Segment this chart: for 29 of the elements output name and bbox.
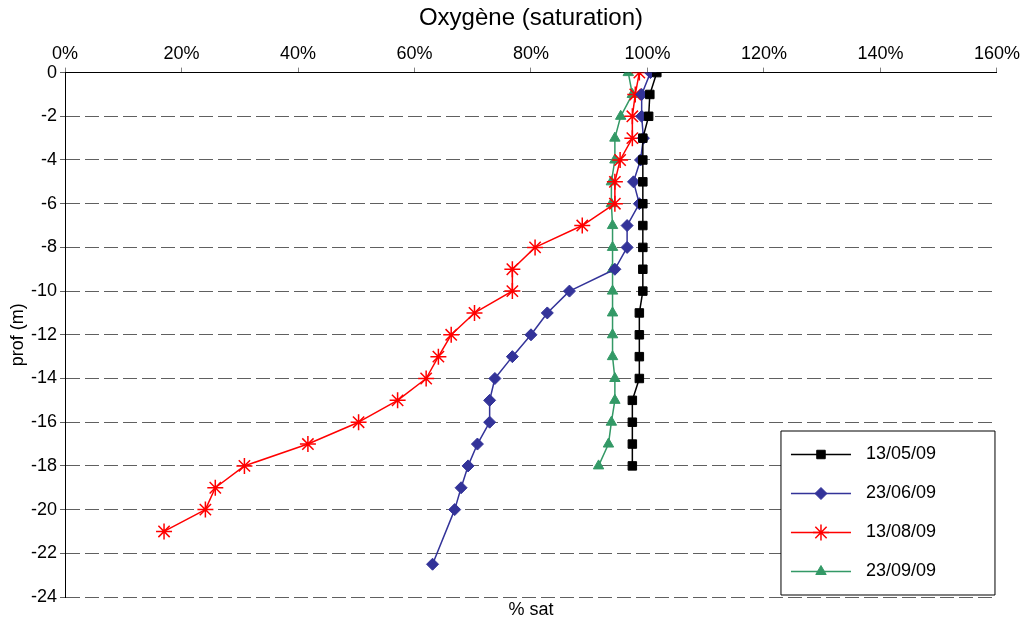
y-tick-label: -6 [41, 192, 58, 213]
x-tick-label: 120% [740, 42, 788, 63]
y-tick-label: -10 [31, 280, 58, 301]
x-axis-title: % sat [508, 598, 554, 619]
y-tick-label: -18 [31, 454, 58, 475]
legend-label: 13/08/09 [865, 521, 937, 542]
y-tick-label: -8 [41, 236, 58, 257]
y-tick-label: -24 [31, 585, 58, 606]
y-tick-label: -22 [31, 542, 58, 563]
x-tick-label: 160% [973, 42, 1020, 63]
legend-label: 23/06/09 [865, 482, 937, 503]
chart-title: Oxygène (saturation) [418, 2, 644, 30]
x-tick-label: 40% [279, 42, 317, 63]
y-tick-label: -2 [41, 105, 58, 126]
x-tick-label: 20% [163, 42, 200, 63]
y-tick-label: -14 [31, 367, 58, 388]
legend-label: 23/09/09 [865, 560, 937, 581]
x-tick-label: 60% [396, 42, 433, 63]
y-tick-label: 0 [47, 61, 58, 82]
legend-label: 13/05/09 [865, 443, 937, 464]
y-tick-label: -12 [31, 323, 58, 344]
y-axis-title: prof (m) [6, 303, 27, 367]
x-tick-label: 80% [512, 42, 550, 63]
x-tick-label: 140% [857, 42, 904, 63]
y-tick-label: -16 [31, 411, 58, 432]
x-tick-label: 0% [52, 42, 79, 63]
y-tick-label: -20 [31, 498, 58, 519]
x-tick-label: 100% [624, 42, 671, 63]
y-tick-label: -4 [41, 148, 58, 169]
